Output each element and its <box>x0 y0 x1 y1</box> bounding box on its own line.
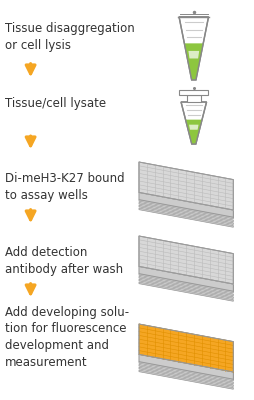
Polygon shape <box>178 17 208 80</box>
Polygon shape <box>138 236 232 284</box>
Polygon shape <box>138 370 232 389</box>
Text: Add developing solu-
tion for fluorescence
development and
measurement: Add developing solu- tion for fluorescen… <box>5 306 129 368</box>
Polygon shape <box>138 162 232 210</box>
Polygon shape <box>138 279 232 298</box>
Polygon shape <box>179 90 208 95</box>
Polygon shape <box>138 200 232 219</box>
Polygon shape <box>138 362 232 381</box>
Polygon shape <box>138 354 232 379</box>
Polygon shape <box>186 95 200 102</box>
Text: Tissue disaggregation
or cell lysis: Tissue disaggregation or cell lysis <box>5 22 134 52</box>
Polygon shape <box>180 102 206 144</box>
Polygon shape <box>138 367 232 386</box>
Polygon shape <box>184 43 202 80</box>
Polygon shape <box>188 125 198 130</box>
Polygon shape <box>138 205 232 224</box>
Polygon shape <box>138 274 232 293</box>
Text: Add detection
antibody after wash: Add detection antibody after wash <box>5 246 123 276</box>
Polygon shape <box>185 120 201 144</box>
Text: Tissue/cell lysate: Tissue/cell lysate <box>5 97 106 110</box>
Text: Di-meH3-K27 bound
to assay wells: Di-meH3-K27 bound to assay wells <box>5 172 124 202</box>
Polygon shape <box>188 51 198 58</box>
Polygon shape <box>138 364 232 384</box>
Polygon shape <box>138 266 232 291</box>
Polygon shape <box>138 282 232 301</box>
Polygon shape <box>138 276 232 296</box>
Polygon shape <box>138 324 232 372</box>
Polygon shape <box>138 192 232 217</box>
Polygon shape <box>138 208 232 227</box>
Polygon shape <box>138 202 232 222</box>
